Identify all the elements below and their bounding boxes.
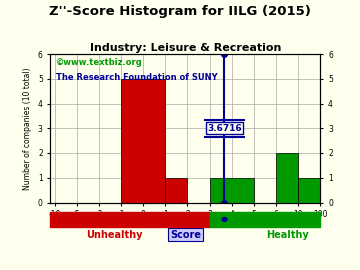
Bar [276,153,298,202]
Text: 3.6716: 3.6716 [207,124,242,133]
Text: The Research Foundation of SUNY: The Research Foundation of SUNY [56,73,217,82]
Text: Score: Score [170,230,201,239]
Title: Industry: Leisure & Recreation: Industry: Leisure & Recreation [90,43,281,53]
Text: Unhealthy: Unhealthy [86,230,142,239]
Y-axis label: Number of companies (10 total): Number of companies (10 total) [23,67,32,190]
Bar [121,79,165,202]
Text: Healthy: Healthy [266,230,309,239]
Text: Z''-Score Histogram for IILG (2015): Z''-Score Histogram for IILG (2015) [49,5,311,18]
Bar [165,178,188,202]
Text: ©www.textbiz.org: ©www.textbiz.org [56,59,143,68]
Bar [298,178,320,202]
Bar [210,178,254,202]
